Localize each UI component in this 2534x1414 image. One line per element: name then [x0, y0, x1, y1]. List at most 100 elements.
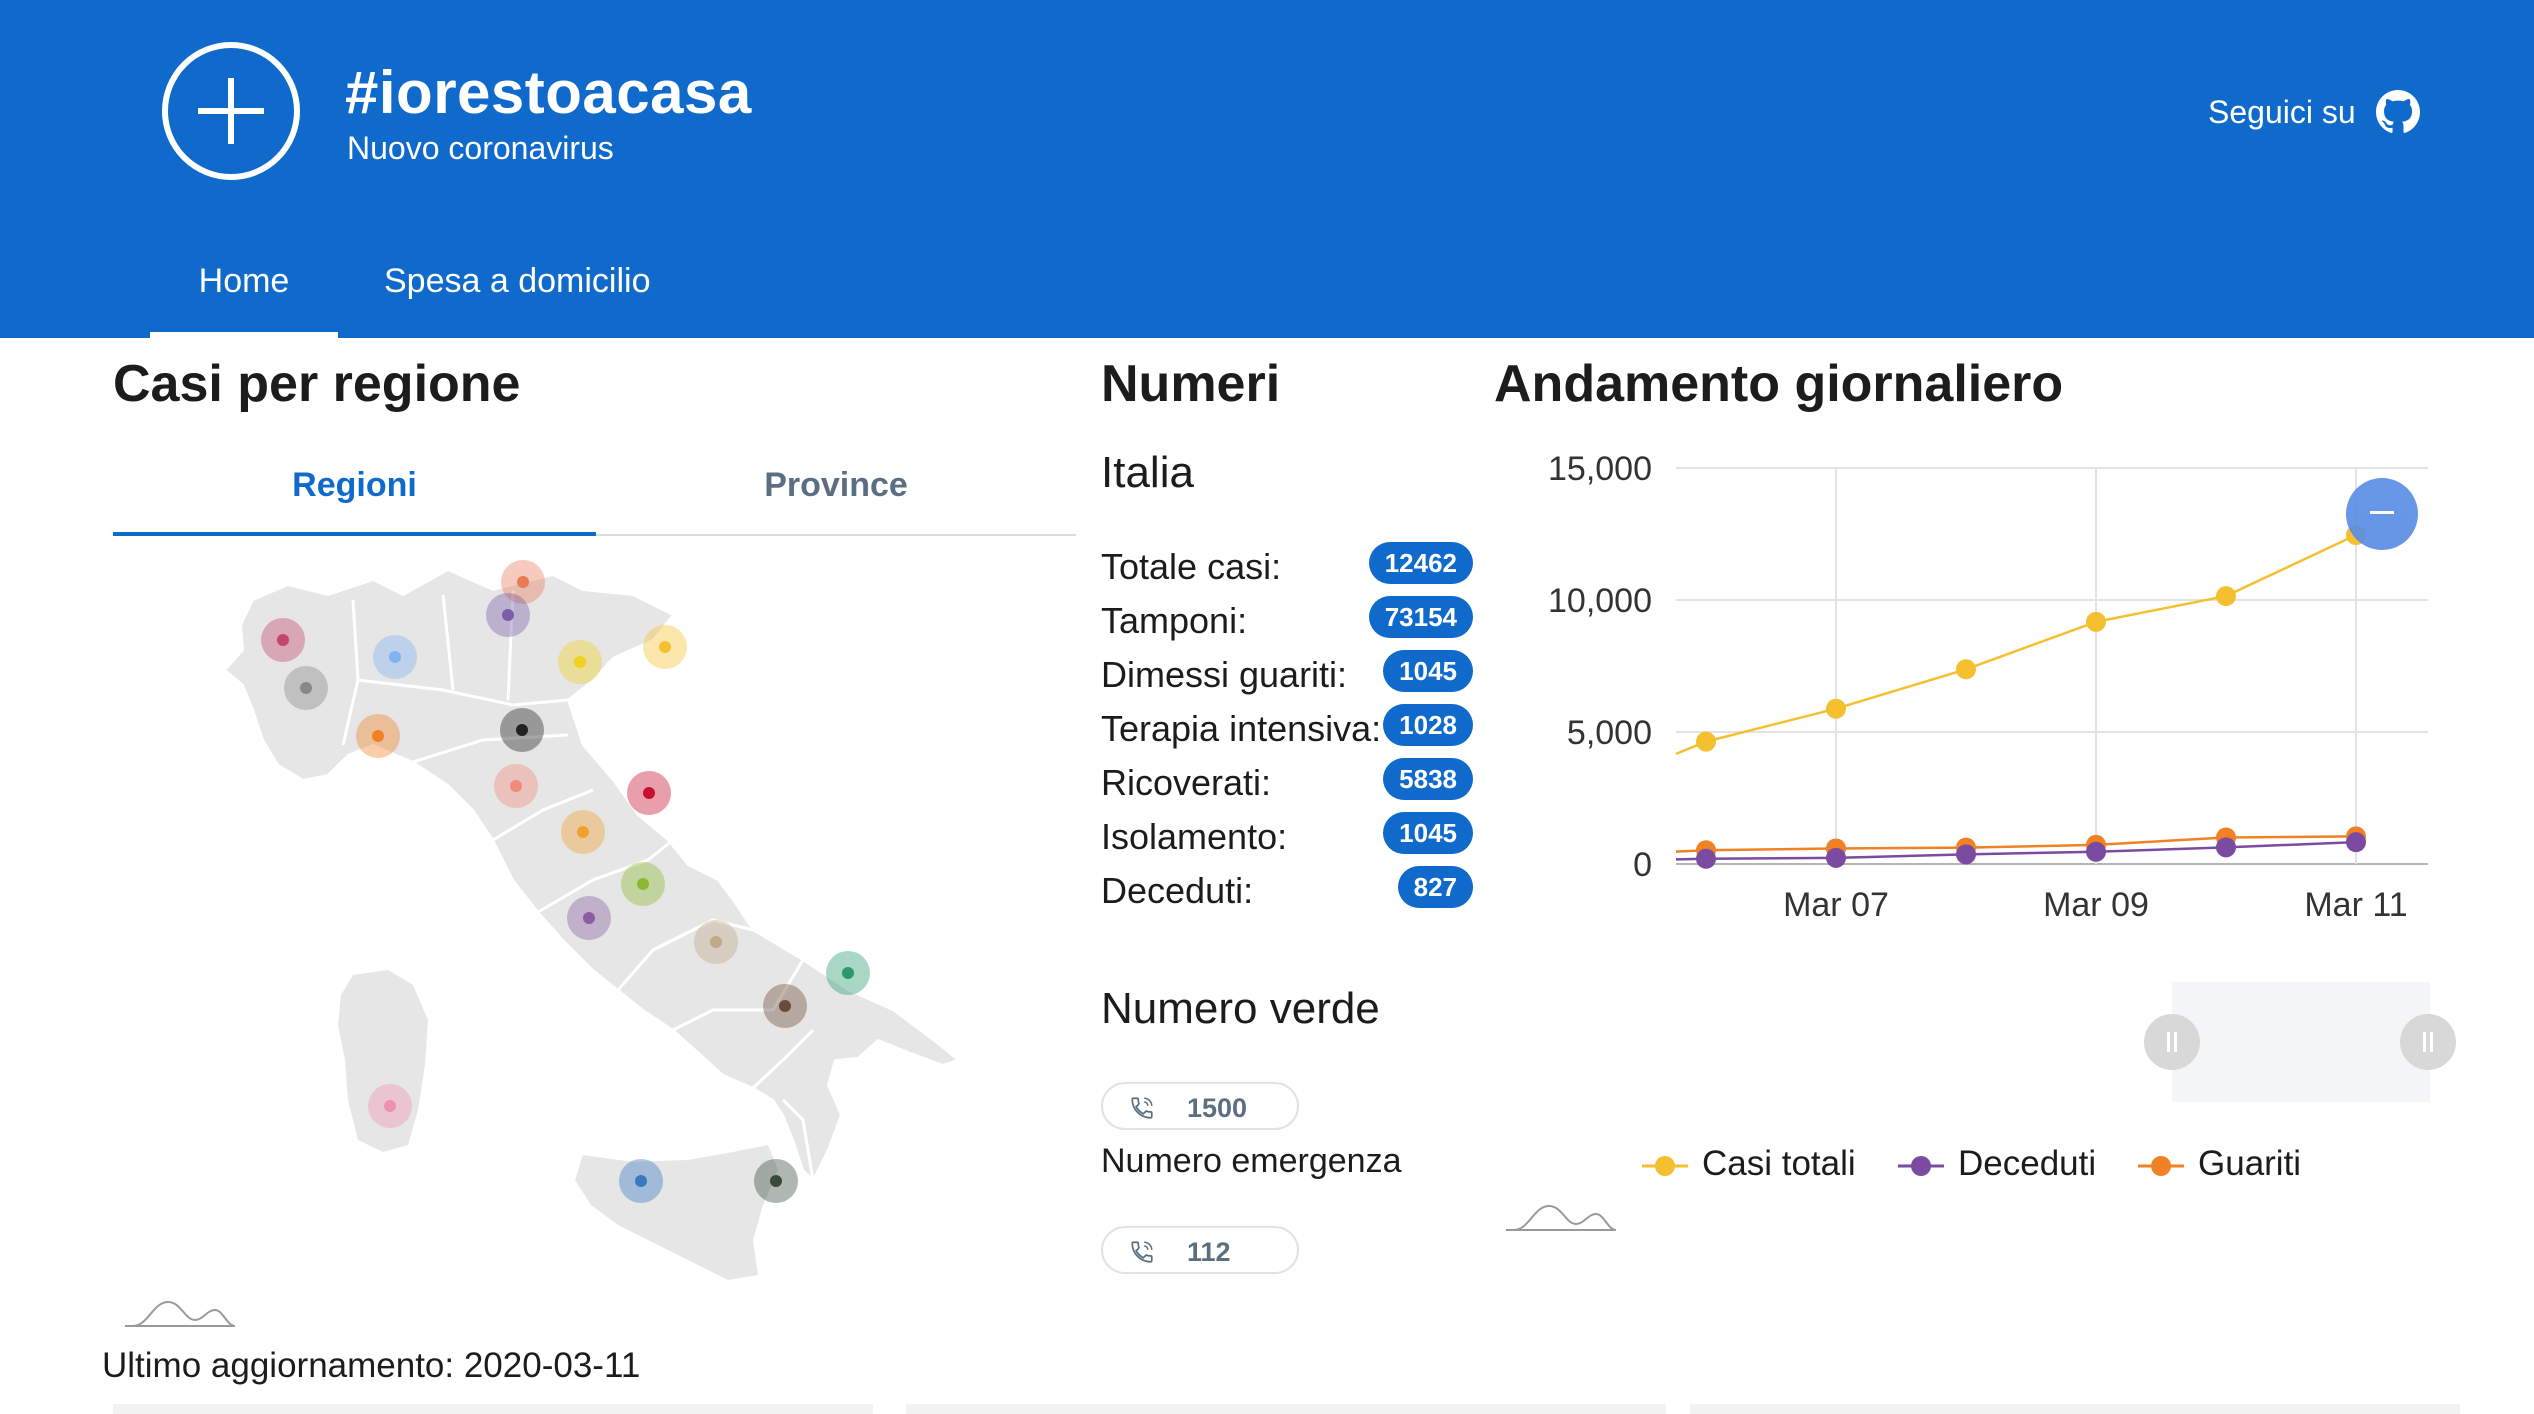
tab-active-indicator	[113, 532, 596, 536]
y-tick-label: 10,000	[1548, 582, 1652, 620]
follow-label: Seguici su	[2208, 94, 2356, 130]
stat-terapia-intensiva: Terapia intensiva: 1028	[1101, 704, 1473, 758]
region-marker-dot[interactable]	[389, 651, 401, 663]
region-markers	[261, 560, 870, 1203]
stat-dimessi-guariti: Dimessi guariti: 1045	[1101, 650, 1473, 704]
stat-badge: 12462	[1368, 542, 1473, 584]
x-tick-label: Mar 11	[2304, 886, 2407, 924]
region-marker-dot[interactable]	[635, 1175, 647, 1187]
stat-deceduti: Deceduti: 827	[1101, 866, 1473, 920]
x-tick-label: Mar 07	[1783, 886, 1889, 924]
series-line	[1675, 533, 2357, 756]
header: #iorestoacasa Nuovo coronavirus Seguici …	[0, 0, 2534, 338]
data-point[interactable]	[2086, 841, 2106, 862]
sardinia-shape	[338, 970, 428, 1152]
nav-active-indicator	[150, 332, 338, 338]
toll-free-title: Numero verde	[1101, 984, 1380, 1033]
plus-circle-icon[interactable]	[162, 42, 300, 180]
phone-icon	[1131, 1097, 1153, 1119]
region-marker-dot[interactable]	[710, 936, 722, 948]
card-edge	[113, 1404, 873, 1414]
italy-map[interactable]	[113, 540, 1073, 1340]
loading-wave-icon	[125, 1300, 236, 1327]
stat-label: Isolamento:	[1101, 816, 1288, 857]
region-marker-dot[interactable]	[510, 780, 522, 792]
emergency-button[interactable]: 112	[1101, 1226, 1299, 1274]
stat-isolamento: Isolamento: 1045	[1101, 812, 1473, 866]
region-marker-dot[interactable]	[577, 826, 589, 838]
data-point[interactable]	[2346, 832, 2366, 853]
data-point[interactable]	[1826, 847, 1846, 868]
range-slider-track[interactable]	[2172, 982, 2430, 1102]
toll-free-button[interactable]: 1500	[1101, 1082, 1299, 1130]
region-marker-dot[interactable]	[574, 656, 586, 668]
phone-icon	[1131, 1241, 1153, 1263]
y-tick-label: 15,000	[1548, 450, 1652, 488]
data-point[interactable]	[1956, 844, 1976, 865]
italy-mainland-shape	[223, 568, 961, 1182]
card-edge	[1690, 1404, 2460, 1414]
daily-line-chart[interactable]: 0 5,000 10,000 15,000 Mar 07 Mar 09 Mar 11	[1490, 440, 2490, 940]
stat-totale-casi: Totale casi: 12462	[1101, 542, 1473, 596]
tab-province[interactable]: Province	[596, 456, 1076, 536]
legend-marker-icon	[2138, 1156, 2184, 1176]
site-title[interactable]: #iorestoacasa	[345, 59, 752, 126]
region-marker-dot[interactable]	[637, 878, 649, 890]
nav-spesa-a-domicilio[interactable]: Spesa a domicilio	[384, 262, 651, 300]
region-marker-dot[interactable]	[300, 682, 312, 694]
numbers-title: Numeri	[1101, 355, 1281, 413]
data-point[interactable]	[2086, 611, 2106, 632]
region-marker-dot[interactable]	[502, 609, 514, 621]
region-marker-dot[interactable]	[583, 912, 595, 924]
sicily-shape	[575, 1145, 778, 1280]
regions-title: Casi per regione	[113, 355, 521, 413]
nav-home[interactable]: Home	[150, 254, 338, 338]
region-marker-dot[interactable]	[277, 634, 289, 646]
card-edge	[906, 1404, 1666, 1414]
data-point[interactable]	[1956, 659, 1976, 680]
stat-badge: 827	[1397, 866, 1473, 908]
stat-badge: 5838	[1383, 758, 1473, 800]
region-marker-dot[interactable]	[842, 967, 854, 979]
data-point[interactable]	[2216, 837, 2236, 858]
range-slider-right-handle[interactable]	[2400, 1014, 2456, 1070]
stat-badge: 1045	[1383, 650, 1473, 692]
emergency-number: 112	[1187, 1237, 1231, 1267]
y-tick-label: 0	[1633, 846, 1652, 884]
region-marker-dot[interactable]	[779, 1000, 791, 1012]
stat-label: Ricoverati:	[1101, 762, 1272, 803]
region-marker-dot[interactable]	[517, 576, 529, 588]
legend-label: Guariti	[2198, 1144, 2302, 1183]
stat-label: Tamponi:	[1101, 600, 1248, 641]
region-marker-dot[interactable]	[384, 1100, 396, 1112]
range-slider-left-handle[interactable]	[2144, 1014, 2200, 1070]
region-borders	[341, 589, 815, 1181]
legend-label: Deceduti	[1958, 1144, 2097, 1183]
loading-wave-icon	[1506, 1204, 1617, 1231]
stat-label: Deceduti:	[1101, 870, 1254, 911]
data-point[interactable]	[2216, 586, 2236, 607]
legend-marker-icon	[1898, 1156, 1944, 1176]
region-marker-dot[interactable]	[770, 1175, 782, 1187]
stat-label: Terapia intensiva:	[1101, 708, 1382, 749]
data-point[interactable]	[1696, 848, 1716, 869]
stat-ricoverati: Ricoverati: 5838	[1101, 758, 1473, 812]
stat-tamponi: Tamponi: 73154	[1101, 596, 1473, 650]
stat-badge: 1045	[1383, 812, 1473, 854]
region-marker-dot[interactable]	[516, 724, 528, 736]
github-icon[interactable]	[2376, 90, 2420, 134]
x-tick-label: Mar 09	[2043, 886, 2149, 924]
series-line	[1675, 840, 2357, 861]
stat-badge: 73154	[1368, 596, 1473, 638]
zoom-out-button[interactable]	[2346, 478, 2418, 550]
toll-free-number: 1500	[1187, 1093, 1248, 1123]
data-point[interactable]	[1826, 698, 1846, 719]
tab-regioni[interactable]: Regioni	[113, 456, 596, 536]
region-marker-dot[interactable]	[659, 641, 671, 653]
region-marker-dot[interactable]	[372, 730, 384, 742]
region-marker-dot[interactable]	[643, 787, 655, 799]
series-line	[1675, 835, 2357, 853]
area-label: Italia	[1101, 448, 1194, 497]
stat-label: Totale casi:	[1101, 546, 1282, 587]
data-point[interactable]	[1696, 731, 1716, 752]
